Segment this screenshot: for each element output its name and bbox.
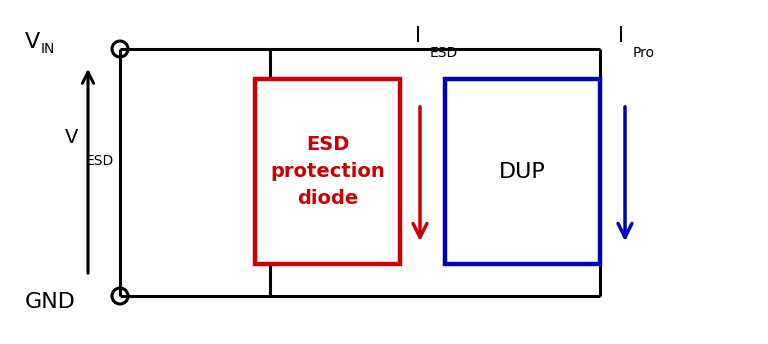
Text: DUP: DUP xyxy=(499,161,546,182)
Text: V: V xyxy=(65,128,78,147)
Text: I: I xyxy=(415,26,421,46)
Bar xyxy=(445,79,600,264)
Text: Pro: Pro xyxy=(633,46,655,60)
Text: ESD: ESD xyxy=(430,46,458,60)
Text: I: I xyxy=(618,26,624,46)
Text: V: V xyxy=(25,32,40,52)
Bar xyxy=(255,79,400,264)
Text: GND: GND xyxy=(25,292,76,312)
Text: ESD: ESD xyxy=(86,154,114,168)
Text: ESD
protection
diode: ESD protection diode xyxy=(270,136,385,207)
Text: IN: IN xyxy=(41,42,55,56)
